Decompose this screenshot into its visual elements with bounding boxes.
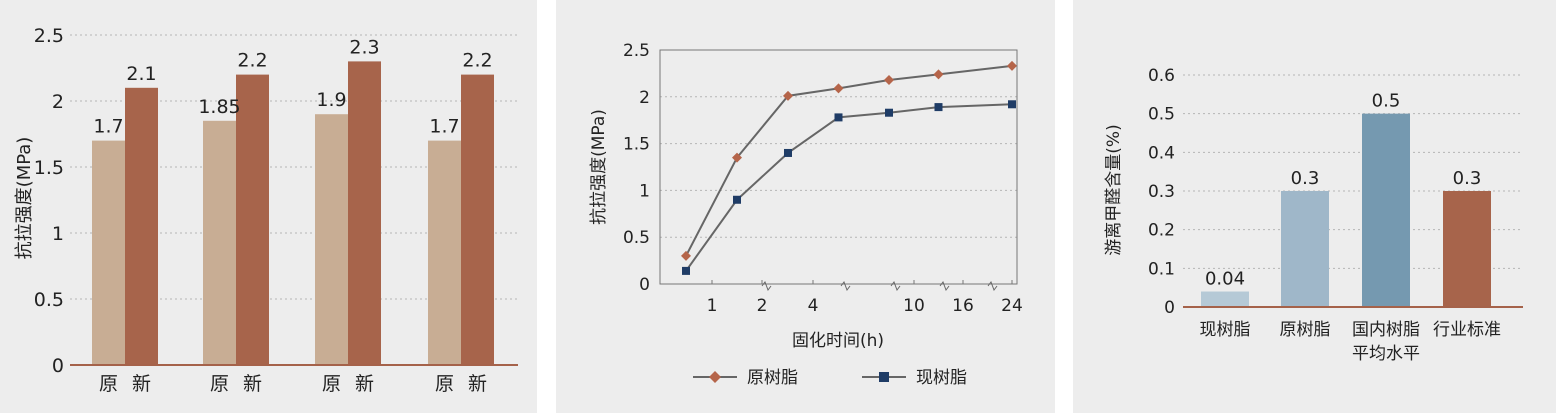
series-label: 新 — [243, 373, 262, 395]
x-axis-label: 固化时间(h) — [792, 331, 884, 351]
y-tick-label: 0.4 — [1148, 143, 1175, 163]
x-tick-label: 24 — [1001, 296, 1023, 316]
legend-marker — [709, 371, 721, 383]
y-tick-label: 1 — [639, 181, 650, 201]
data-point — [885, 108, 893, 117]
series-line — [685, 103, 1013, 272]
data-point — [884, 74, 894, 85]
series-line — [685, 64, 1013, 257]
series-label: 新 — [468, 373, 487, 395]
y-tick-label: 0.1 — [1148, 259, 1175, 279]
y-tick-label: 0 — [639, 275, 650, 295]
series-label: 原 — [435, 373, 454, 395]
y-tick-label: 0.2 — [1148, 221, 1175, 241]
data-label: 1.7 — [429, 116, 459, 138]
y-tick-label: 0 — [1164, 298, 1175, 318]
x-tick-label: 10 — [903, 296, 925, 316]
category-label: 原树脂 — [1280, 320, 1331, 340]
x-tick-label: 4 — [808, 296, 819, 316]
y-tick-label: 0.5 — [1148, 105, 1175, 125]
bar — [1281, 191, 1329, 307]
y-axis-label: 抗拉强度(MPa) — [589, 109, 609, 225]
bar — [236, 74, 269, 365]
data-point — [733, 195, 741, 204]
series-label: 新 — [355, 373, 374, 395]
data-label: 0.3 — [1453, 168, 1482, 189]
data-point — [934, 103, 943, 112]
y-tick-label: 1 — [52, 223, 64, 245]
legend-marker — [879, 372, 889, 382]
y-tick-label: 1.5 — [623, 135, 650, 155]
legend-label: 原树脂 — [747, 368, 798, 388]
category-label: 现树脂 — [1200, 320, 1251, 340]
series-label: 新 — [132, 373, 151, 395]
bar — [315, 114, 348, 365]
category-label: 行业标准 — [1433, 320, 1501, 340]
y-tick-label: 2.5 — [623, 41, 650, 61]
category-label: 国内树脂 — [1352, 320, 1420, 340]
x-tick-label: 16 — [952, 296, 974, 316]
bar-chart-panel-1: 0 0.5 1 1.5 2 2.5 1.7 2.1 1.85 2.2 1.9 2.3 1.7 2.2 原… — [0, 0, 537, 413]
y-axis-label: 游离甲醛含量(%) — [1104, 124, 1124, 255]
bar — [348, 61, 381, 366]
data-label: 2.3 — [349, 36, 379, 58]
y-axis-label: 抗拉强度(MPa) — [14, 137, 35, 260]
bar — [1201, 291, 1249, 307]
data-label: 0.3 — [1291, 168, 1320, 189]
data-point — [783, 90, 793, 101]
legend-label: 现树脂 — [916, 368, 967, 388]
y-tick-label: 2.5 — [34, 25, 64, 47]
x-tick-label: 2 — [757, 296, 768, 316]
plot-frame — [659, 49, 1018, 285]
bar — [461, 74, 494, 365]
data-label: 1.9 — [316, 89, 346, 111]
y-tick-label: 2 — [639, 88, 650, 108]
bar-chart-panel-3: 0 0.1 0.2 0.3 0.4 0.5 0.6 0.04 0.3 0.5 0.3 现树脂 原树脂… — [1073, 0, 1556, 413]
data-point — [933, 69, 944, 80]
data-point — [732, 152, 742, 163]
y-tick-label: 1.5 — [34, 157, 64, 179]
data-point — [1007, 60, 1017, 71]
y-tick-label: 2 — [52, 91, 64, 113]
bar — [92, 140, 125, 365]
data-point — [784, 148, 792, 157]
data-point — [682, 266, 690, 275]
bar — [1443, 191, 1491, 307]
bar — [1362, 113, 1410, 308]
bar — [125, 87, 158, 366]
category-label-line2: 平均水平 — [1352, 344, 1420, 364]
data-label: 2.2 — [237, 50, 267, 72]
data-point — [681, 250, 691, 261]
data-label: 0.04 — [1205, 269, 1245, 290]
data-label: 1.7 — [93, 116, 123, 138]
data-point — [1008, 100, 1016, 109]
legend: 原树脂 现树脂 — [693, 368, 967, 388]
axis-break-marks — [761, 280, 998, 292]
y-tick-label: 0.3 — [1148, 182, 1175, 202]
bar — [428, 140, 461, 365]
line-chart-panel: 0 0.5 1 1.5 2 2.5 1 2 4 10 16 24 抗拉强度(MPa) 固化时间(h)… — [556, 0, 1055, 413]
bar — [203, 120, 236, 365]
data-label: 2.2 — [462, 50, 492, 72]
bar-chart-tensile: 0 0.5 1 1.5 2 2.5 1.7 2.1 1.85 2.2 1.9 2.3 1.7 2.2 原… — [14, 25, 518, 395]
data-label: 2.1 — [126, 63, 156, 85]
data-point — [834, 113, 843, 122]
data-label: 1.85 — [198, 96, 240, 118]
series-label: 原 — [322, 373, 341, 395]
line-chart-curing: 00.511.522.5 1 2 4 10 16 24 抗拉强度(MPa) 固化时间(h)… — [589, 41, 1023, 388]
y-tick-label: 0.6 — [1148, 66, 1175, 86]
data-point — [833, 83, 844, 94]
y-tick-label: 0.5 — [34, 289, 64, 311]
y-tick-label: 0.5 — [623, 228, 650, 248]
data-label: 0.5 — [1372, 91, 1401, 112]
series-label: 原 — [99, 373, 118, 395]
series-label: 原 — [210, 373, 229, 395]
x-tick-label: 1 — [707, 296, 718, 316]
bar-chart-formaldehyde: 0 0.1 0.2 0.3 0.4 0.5 0.6 0.04 0.3 0.5 0.3 现树脂 原树脂… — [1104, 66, 1523, 364]
y-tick-label: 0 — [52, 355, 64, 377]
